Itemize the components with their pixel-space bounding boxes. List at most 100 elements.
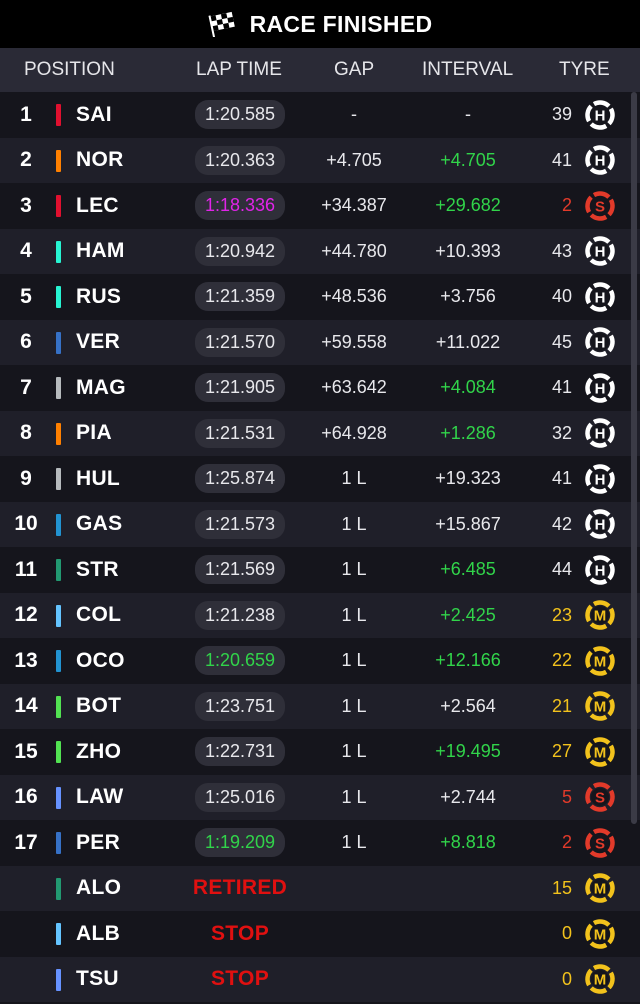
driver-code: VER [76, 330, 121, 354]
driver-code: TSU [76, 967, 119, 991]
driver-code: ZHO [76, 739, 122, 763]
table-row[interactable]: 4 HAM 1:20.942 +44.780 +10.393 43 H [0, 228, 640, 274]
table-row[interactable]: TSU STOP 0 M [0, 956, 640, 1003]
svg-text:H: H [595, 244, 606, 261]
table-row[interactable]: 12 COL 1:21.238 1 L +2.425 23 M [0, 592, 640, 638]
team-color-bar [56, 377, 61, 399]
interval-value: +4.084 [440, 377, 496, 398]
table-row[interactable]: 9 HUL 1:25.874 1 L +19.323 41 H [0, 456, 640, 502]
position-number: 5 [20, 284, 32, 308]
scrollbar[interactable] [631, 92, 637, 824]
table-row[interactable]: 6 VER 1:21.570 +59.558 +11.022 45 H [0, 319, 640, 366]
table-row[interactable]: 17 PER 1:19.209 1 L +8.818 2 S [0, 820, 640, 866]
table-row[interactable]: 16 LAW 1:25.016 1 L +2.744 5 S [0, 774, 640, 821]
tyre-compound-icon: H [583, 320, 617, 366]
table-row[interactable]: 1 SAI 1:20.585 - - 39 H [0, 92, 640, 138]
table-row[interactable]: 2 NOR 1:20.363 +4.705 +4.705 41 H [0, 137, 640, 184]
team-color-bar [56, 149, 61, 172]
tyre-compound-icon: M [583, 957, 617, 1003]
driver-code: GAS [76, 512, 123, 536]
header-lap-time: LAP TIME [196, 59, 282, 80]
table-row[interactable]: 11 STR 1:21.569 1 L +6.485 44 H [0, 547, 640, 593]
team-color-bar [56, 604, 61, 627]
tyre-laps: 44 [551, 559, 572, 580]
position-number: 10 [14, 512, 38, 536]
tyre-laps: 43 [551, 240, 572, 261]
svg-text:M: M [594, 881, 607, 898]
svg-text:H: H [595, 107, 606, 124]
svg-text:M: M [594, 972, 607, 989]
svg-text:S: S [595, 198, 605, 215]
tyre-laps: 41 [551, 377, 572, 398]
gap-value: 1 L [341, 741, 367, 762]
tyre-compound-icon: H [583, 411, 617, 457]
svg-text:H: H [595, 426, 606, 443]
gap-value: +63.642 [321, 377, 387, 398]
svg-text:H: H [595, 153, 606, 170]
lap-time-pill: 1:21.905 [194, 373, 286, 403]
interval-value: +2.744 [440, 786, 496, 807]
tyre-laps: 2 [561, 832, 572, 853]
table-row[interactable]: ALO RETIRED 15 M [0, 865, 640, 911]
tyre-compound-icon: H [583, 138, 617, 184]
lap-time: 1:21.570 [193, 320, 287, 366]
lap-time: 1:20.585 [193, 92, 287, 138]
gap-value: 1 L [341, 513, 367, 534]
team-color-bar [56, 559, 61, 581]
position-number: 14 [14, 694, 38, 718]
team-color-bar [56, 741, 61, 763]
lap-time: 1:21.905 [193, 365, 287, 411]
team-color-bar [56, 650, 61, 672]
gap-value: 1 L [341, 650, 367, 671]
header-tyre: TYRE [559, 59, 610, 80]
tyre-compound-icon: S [583, 775, 617, 821]
tyre-laps: 41 [551, 468, 572, 489]
interval-value: +19.495 [435, 741, 501, 762]
tyre-laps: 27 [551, 741, 572, 762]
tyre-compound-icon: H [583, 502, 617, 548]
position-number [0, 911, 52, 957]
header-gap: GAP [334, 59, 375, 80]
lap-time: 1:21.531 [193, 411, 287, 457]
driver-code: PIA [76, 421, 112, 445]
column-header: POSITION LAP TIME GAP INTERVAL TYRE [0, 48, 640, 92]
status-label: STOP [211, 921, 269, 945]
position-number: 6 [20, 330, 32, 354]
tyre-laps: 0 [561, 968, 572, 989]
results-table: 1 SAI 1:20.585- -39 H 2 NOR 1:20.363 +4.705 +4.70… [0, 92, 640, 1002]
tyre-laps: 21 [551, 695, 572, 716]
driver-code: SAI [76, 102, 112, 126]
interval-value: +4.705 [440, 149, 496, 170]
interval-value: +29.682 [435, 195, 501, 216]
gap-value: 1 L [341, 559, 367, 580]
lap-time-pill: 1:23.751 [194, 691, 286, 721]
table-row[interactable]: 3 LEC 1:18.336 +34.387 +29.682 2 S [0, 183, 640, 229]
lap-time-pill: 1:21.238 [194, 600, 286, 630]
table-row[interactable]: 5 RUS 1:21.359 +48.536 +3.756 40 H [0, 274, 640, 320]
svg-text:H: H [595, 471, 606, 488]
lap-time: 1:19.209 [193, 820, 287, 866]
gap-value: +64.928 [321, 422, 387, 443]
svg-text:H: H [595, 380, 606, 397]
table-row[interactable]: 10 GAS 1:21.573 1 L +15.867 42 H [0, 501, 640, 548]
tyre-compound-icon: M [583, 911, 617, 957]
lap-time-pill: 1:22.731 [194, 737, 286, 767]
team-color-bar [56, 240, 61, 263]
team-color-bar [56, 286, 61, 308]
tyre-laps: 2 [561, 195, 572, 216]
svg-text:H: H [595, 289, 606, 306]
table-row[interactable]: 15 ZHO 1:22.731 1 L +19.495 27 M [0, 729, 640, 775]
table-row[interactable]: 7 MAG 1:21.905 +63.642 +4.084 41 H [0, 365, 640, 411]
table-row[interactable]: 8 PIA 1:21.531 +64.928 +1.286 32 H [0, 410, 640, 457]
lap-time: 1:21.359 [193, 274, 287, 320]
lap-time-pill: 1:18.336 [194, 191, 286, 221]
table-row[interactable]: 13 OCO 1:20.659 1 L +12.166 22 M [0, 638, 640, 684]
tyre-laps: 5 [561, 786, 572, 807]
table-row[interactable]: 14 BOT 1:23.751 1 L +2.564 21 M [0, 683, 640, 729]
svg-text:M: M [594, 744, 607, 761]
team-color-bar [56, 331, 61, 354]
header-interval: INTERVAL [422, 59, 514, 80]
interval-value: +1.286 [440, 422, 496, 443]
gap-value: 1 L [341, 695, 367, 716]
table-row[interactable]: ALB STOP 0 M [0, 911, 640, 957]
